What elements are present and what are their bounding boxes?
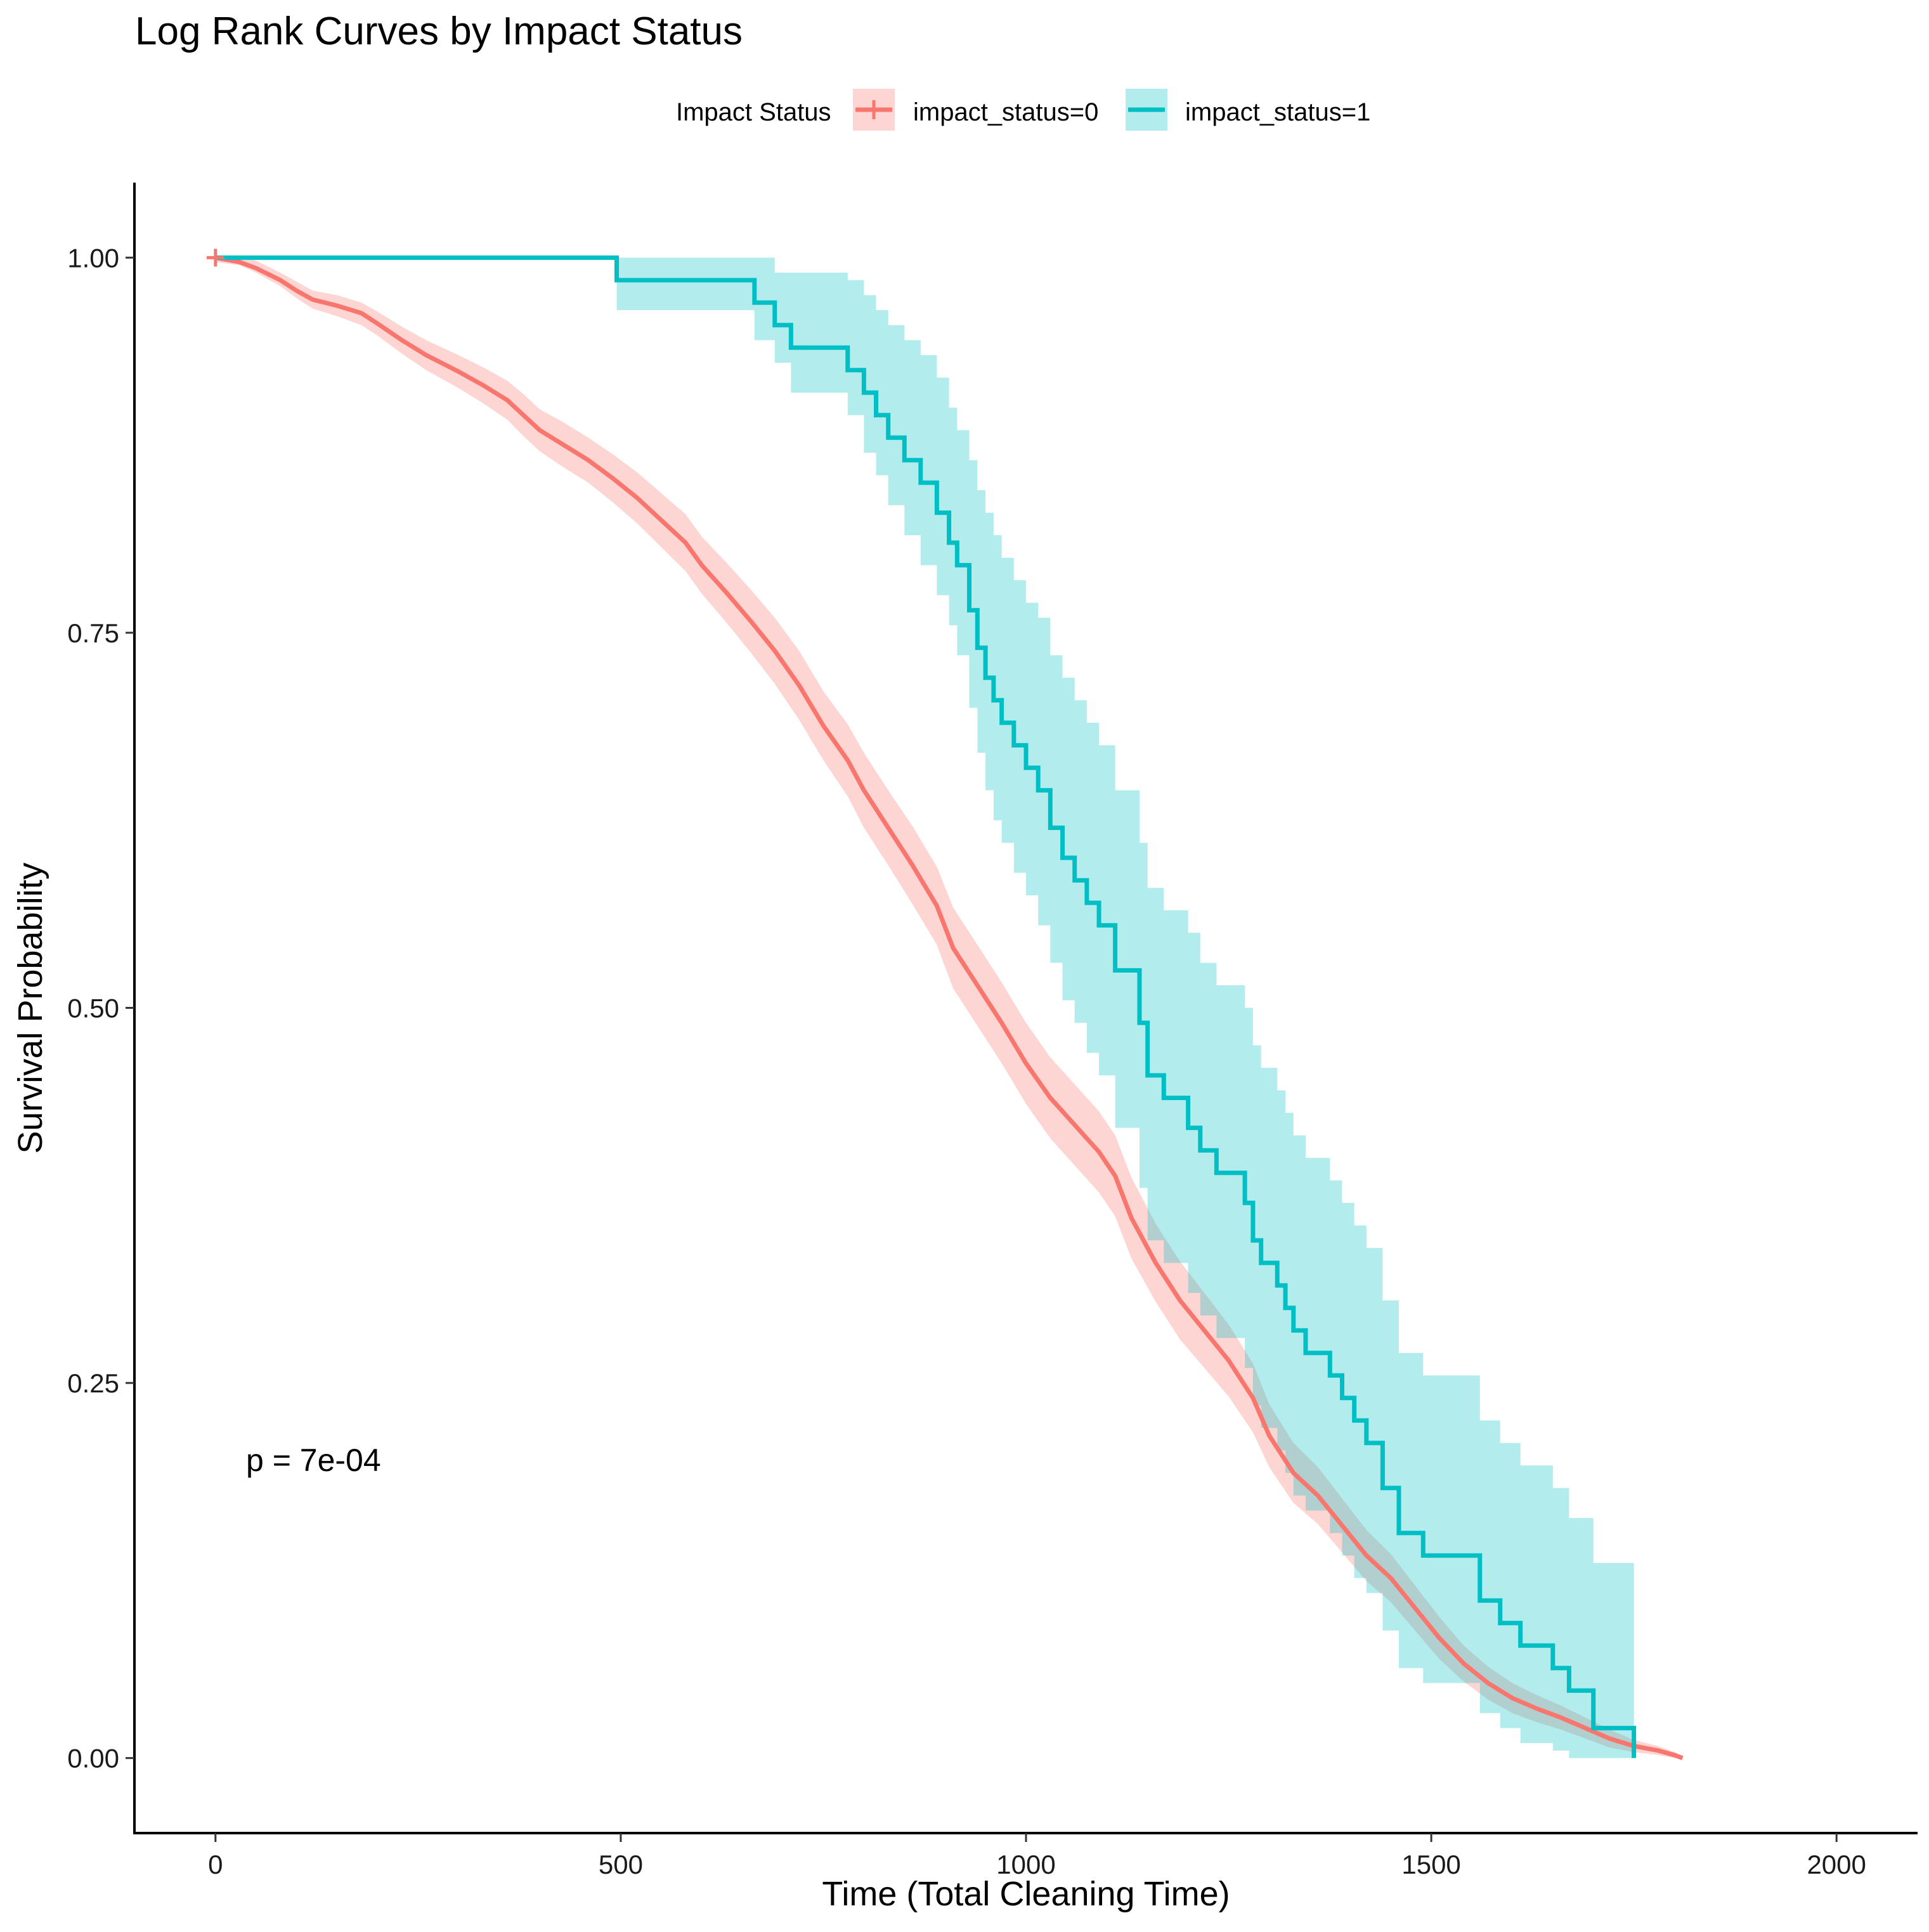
legend-title: Impact Status <box>676 98 831 126</box>
x-tick-label-0: 0 <box>208 1850 223 1879</box>
y-axis-title: Survival Probability <box>11 862 49 1153</box>
legend-label-impact-status-0: impact_status=0 <box>913 98 1098 126</box>
x-tick-label-1000: 1000 <box>996 1850 1055 1879</box>
survival-curve-impact-status-0 <box>215 255 1684 1760</box>
confidence-bands <box>215 257 1683 1758</box>
y-tick-label-1: 0.25 <box>67 1368 119 1398</box>
legend-label-impact-status-1: impact_status=1 <box>1185 98 1370 126</box>
censor-marks <box>206 249 224 267</box>
plot-area <box>206 249 1684 1760</box>
legend-item-impact-status-0: impact_status=0 <box>853 89 1098 131</box>
axes: 0 500 1000 1500 2000 0.00 0.25 0.50 0.75 1.00 <box>67 183 1918 1879</box>
censor-mark-impact-status-0 <box>206 249 224 267</box>
legend: Impact Status impact_status=0 impact_sta… <box>676 89 1370 131</box>
survival-curves <box>215 255 1684 1760</box>
y-axis-ticks: 0.00 0.25 0.50 0.75 1.00 <box>67 243 134 1773</box>
confidence-band-impact-status-1 <box>215 257 1634 1758</box>
x-axis-ticks: 0 500 1000 1500 2000 <box>208 1833 1866 1879</box>
x-axis-title: Time (Total Cleaning Time) <box>822 1875 1230 1913</box>
x-tick-label-2000: 2000 <box>1807 1850 1866 1879</box>
legend-item-impact-status-1: impact_status=1 <box>1126 89 1370 131</box>
y-tick-label-4: 1.00 <box>67 243 119 273</box>
y-tick-label-2: 0.50 <box>67 994 119 1023</box>
p-value-annotation: p = 7e-04 <box>246 1443 381 1478</box>
x-tick-label-500: 500 <box>599 1850 643 1879</box>
chart-title: Log Rank Curves by Impact Status <box>135 10 743 53</box>
y-tick-label-0: 0.00 <box>67 1744 119 1773</box>
y-tick-label-3: 0.75 <box>67 618 119 648</box>
survival-curve-impact-status-1 <box>215 255 1637 1758</box>
x-tick-label-1500: 1500 <box>1401 1850 1460 1879</box>
